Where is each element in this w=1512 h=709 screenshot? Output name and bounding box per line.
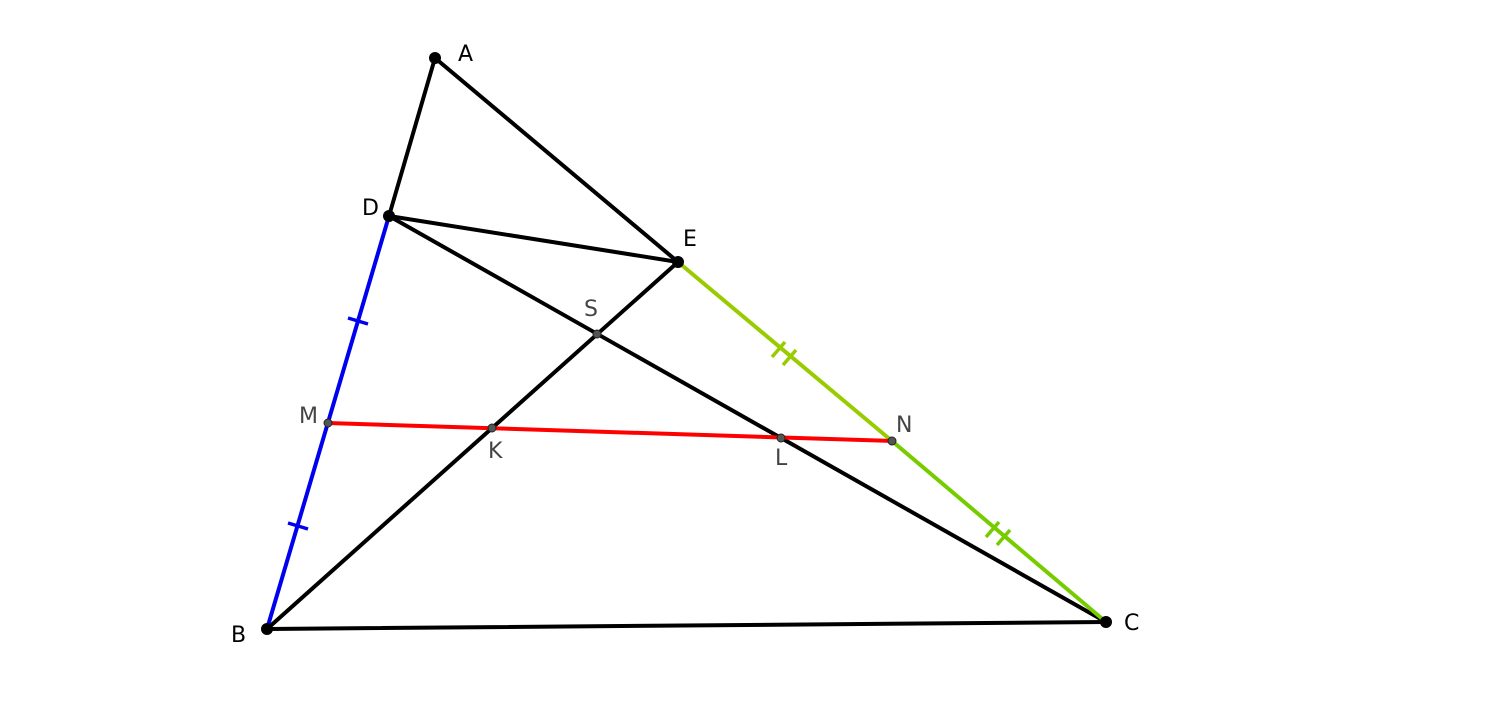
segment-dc bbox=[387, 214, 1108, 624]
segment-ad bbox=[387, 56, 437, 218]
tick-marks bbox=[287, 316, 1012, 547]
point bbox=[323, 418, 333, 428]
point-label: D bbox=[362, 196, 379, 221]
equal-tick bbox=[984, 520, 1001, 539]
point-label: N bbox=[896, 413, 912, 438]
segments bbox=[265, 56, 1108, 631]
segment-bc bbox=[265, 620, 1108, 631]
segment-be bbox=[265, 260, 680, 631]
point bbox=[383, 210, 395, 222]
points bbox=[261, 52, 1112, 635]
segment-en bbox=[676, 260, 894, 443]
segment-de bbox=[387, 214, 680, 264]
point bbox=[776, 433, 786, 443]
segment-nc bbox=[890, 439, 1108, 624]
segment-mn bbox=[326, 421, 894, 443]
point bbox=[487, 423, 497, 433]
equal-tick bbox=[347, 316, 369, 326]
point bbox=[672, 256, 684, 268]
equal-tick bbox=[781, 348, 798, 367]
equal-tick bbox=[287, 521, 309, 531]
labels: A B C D E S M K L N bbox=[231, 42, 1139, 648]
point-label: E bbox=[683, 227, 697, 252]
segment-ae bbox=[433, 56, 680, 264]
equal-tick bbox=[995, 528, 1012, 547]
point-label: S bbox=[584, 297, 598, 322]
point-label: K bbox=[488, 439, 503, 464]
point-label: M bbox=[299, 404, 318, 429]
point-label: C bbox=[1124, 611, 1139, 636]
point bbox=[429, 52, 441, 64]
point-label: B bbox=[231, 623, 246, 648]
point bbox=[261, 623, 273, 635]
equal-tick bbox=[770, 340, 787, 359]
point bbox=[1100, 616, 1112, 628]
point bbox=[592, 329, 602, 339]
point bbox=[887, 436, 897, 446]
point-label: A bbox=[458, 42, 473, 67]
point-label: L bbox=[775, 446, 788, 471]
